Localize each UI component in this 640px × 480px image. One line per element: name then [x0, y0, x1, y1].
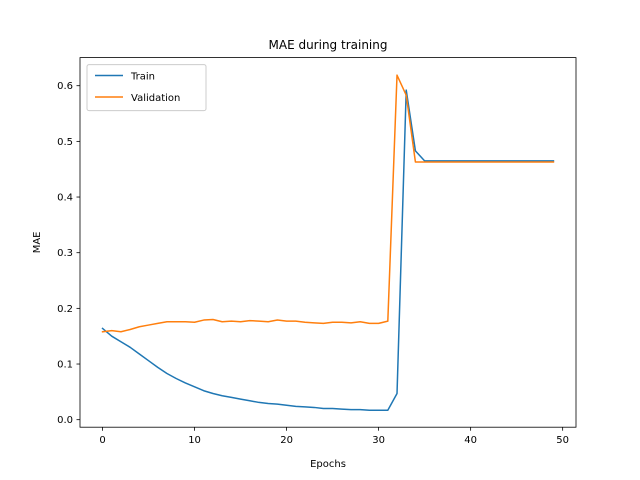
x-tick-label: 10 — [188, 435, 201, 446]
y-tick-label: 0.1 — [57, 360, 73, 371]
y-axis: 0.0 0.1 0.2 0.3 0.4 0.5 0.6 — [57, 81, 80, 426]
x-axis: 0 10 20 30 40 50 — [99, 427, 569, 446]
legend: Train Validation — [86, 64, 207, 112]
plot-area — [101, 74, 555, 411]
chart-title: MAE during training — [269, 38, 388, 52]
x-tick-label: 30 — [372, 435, 385, 446]
y-tick-label: 0.2 — [57, 304, 73, 315]
y-tick-label: 0.4 — [57, 193, 73, 204]
y-axis-label: MAE — [32, 232, 43, 254]
x-tick-label: 20 — [280, 435, 293, 446]
x-tick-label: 40 — [464, 435, 477, 446]
legend-label-train: Train — [130, 72, 155, 83]
y-tick-label: 0.3 — [57, 248, 73, 259]
y-tick-label: 0.5 — [57, 137, 73, 148]
x-tick-label: 50 — [556, 435, 569, 446]
axes-frame — [79, 57, 577, 428]
x-axis-label: Epochs — [310, 459, 346, 470]
y-tick-label: 0.6 — [57, 81, 73, 92]
y-tick-label: 0.0 — [57, 415, 73, 426]
series-line-validation — [101, 74, 555, 333]
legend-label-validation: Validation — [131, 93, 180, 104]
series-line-train — [101, 89, 555, 411]
x-tick-label: 0 — [99, 435, 105, 446]
